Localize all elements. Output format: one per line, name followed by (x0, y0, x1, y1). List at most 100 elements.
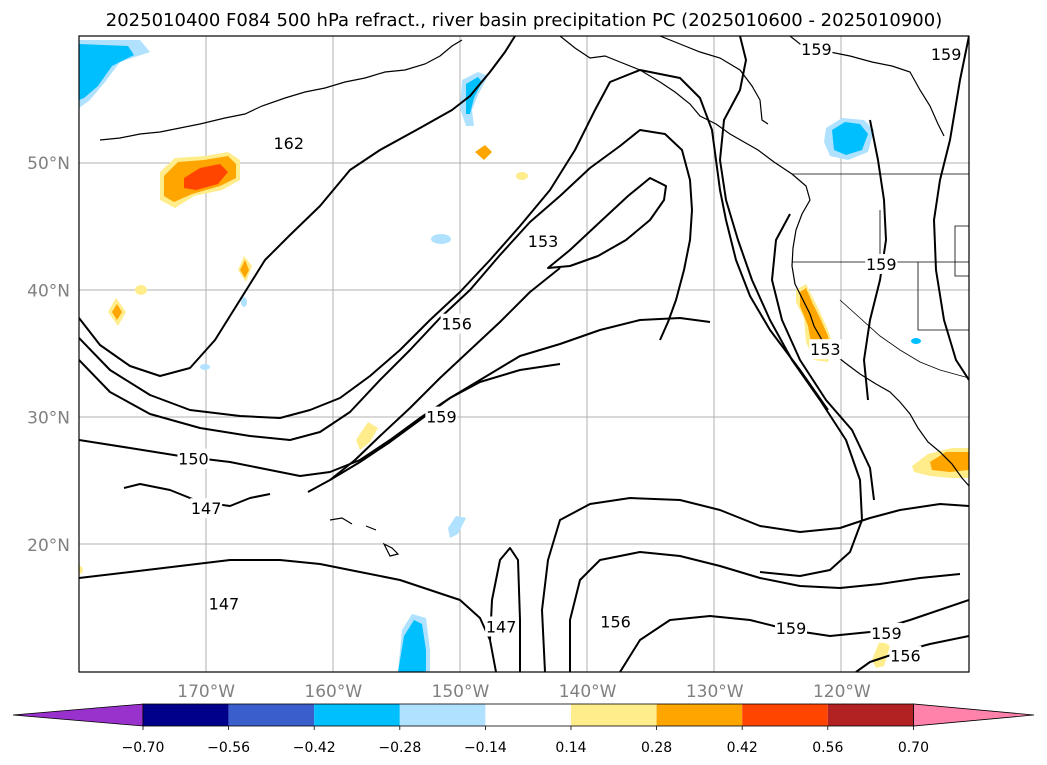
contour-147 (79, 559, 497, 672)
lon-tick-label: 170°W (177, 682, 235, 702)
colorbar: −0.70 −0.56 −0.42 −0.28 −0.14 0.14 0.28 0.42 0.5… (12, 703, 1035, 756)
contour-label-bg (599, 611, 632, 632)
contour-label: 147 (209, 595, 240, 614)
contour-label: 159 (776, 619, 807, 638)
colorbar-segment (656, 704, 743, 726)
lon-tick-label: 140°W (559, 682, 617, 702)
colorbar-extend-min (12, 703, 144, 727)
contour-label: 153 (528, 232, 559, 251)
colorbar-tick-label: 0.70 (898, 740, 929, 756)
map-panel: 162 153 156 159 150 147 147 147 156 159 159 156 153 1… (78, 35, 970, 673)
contour-label: 159 (931, 45, 962, 64)
contour-label: 147 (191, 499, 222, 518)
contour-147-trough (489, 547, 521, 672)
lat-tick-label: 50°N (27, 154, 70, 174)
shade-positive-region (184, 164, 228, 190)
contour-label: 156 (441, 315, 472, 334)
contour-label-bg (272, 133, 305, 154)
colorbar-segment (485, 704, 571, 726)
shade-positive-region (79, 566, 83, 574)
shade-positive-region (475, 145, 492, 160)
contour-156-south (541, 497, 969, 672)
shade-positive-region (135, 285, 147, 295)
shade-negative-region (431, 234, 451, 244)
contour-label: 162 (274, 134, 305, 153)
latitude-tick-labels: 50°N 40°N 30°N 20°N (27, 154, 70, 556)
contour-east-trough (719, 36, 863, 577)
contour-label-bg (889, 645, 922, 666)
shade-negative-region (398, 620, 426, 672)
shade-negative-region (241, 297, 247, 307)
lat-tick-label: 40°N (27, 281, 70, 301)
colorbar-tick-label: −0.56 (207, 740, 250, 756)
us-mexico-border (839, 299, 969, 379)
contour-162 (79, 36, 516, 377)
contour-label-bg (865, 253, 898, 274)
lat-tick-label: 30°N (27, 409, 70, 429)
contour-label-bg (440, 313, 473, 334)
colorbar-tick-label: 0.56 (812, 740, 843, 756)
alaska-coast-inner (659, 36, 769, 125)
shade-negative-region (448, 516, 466, 538)
contour-label: 150 (178, 450, 209, 469)
contour-label-bg (775, 617, 807, 638)
contour-159-far-east (933, 36, 969, 381)
lon-tick-label: 150°W (432, 682, 490, 702)
longitude-tick-labels: 170°W 160°W 150°W 140°W 130°W 120°W (177, 682, 871, 702)
colorbar-tick-label: 0.28 (641, 740, 672, 756)
contour-label: 156 (600, 612, 631, 631)
contour-label-bg (425, 406, 458, 427)
lon-tick-label: 120°W (813, 682, 871, 702)
shade-negative-region (200, 364, 210, 370)
colorbar-tick-label: 0.42 (727, 740, 758, 756)
hawaii-islands (329, 517, 400, 557)
contour-inner-156 (329, 267, 561, 481)
border-box (954, 225, 969, 277)
contour-inner-159 (307, 317, 711, 493)
colorbar-segment (399, 704, 486, 726)
colorbar-extend-max (913, 703, 1035, 727)
contour-label: 147 (486, 617, 517, 636)
contour-label: 159 (426, 408, 457, 427)
contour-label: 156 (890, 647, 921, 666)
lat-tick-label: 20°N (27, 536, 70, 556)
colorbar-segment (228, 704, 315, 726)
contour-label-bg (177, 448, 210, 469)
colorbar-segment (827, 704, 914, 726)
contour-153-ellipse (547, 177, 667, 269)
colorbar-tick-label: −0.70 (122, 740, 165, 756)
colorbar-tick-label: −0.42 (293, 740, 336, 756)
colorbar-tick-label: −0.28 (378, 740, 421, 756)
colorbar-segment (143, 704, 229, 726)
colorbar-tick-label: 0.14 (555, 740, 586, 756)
colorbar-segment (571, 704, 657, 726)
contour-label-bg (485, 616, 518, 637)
lon-tick-label: 130°W (686, 682, 744, 702)
colorbar-segment (314, 704, 400, 726)
colorbar-tick-label: −0.14 (464, 740, 507, 756)
contour-156 (79, 129, 693, 441)
shade-positive-region (356, 422, 378, 450)
contour-label: 159 (871, 624, 902, 643)
shade-negative-region (911, 338, 921, 344)
shade-negative-region (832, 122, 868, 155)
contour-coast-153 (771, 213, 875, 501)
shade-positive-region (112, 304, 122, 320)
contour-labels: 162 153 156 159 150 147 147 147 156 159 159 156 153 1… (177, 38, 963, 666)
contour-label-bg (870, 622, 903, 643)
contour-label-bg (930, 44, 963, 65)
contour-159-south (569, 551, 961, 672)
contour-label: 159 (801, 40, 832, 59)
shade-negative-region (79, 44, 134, 100)
map-frame (78, 35, 970, 673)
contour-159 (79, 69, 829, 419)
contour-label-bg (527, 231, 560, 252)
contour-label: 159 (866, 255, 897, 274)
colorbar-frame (142, 703, 914, 727)
colorbar-segment (742, 704, 828, 726)
shade-positive-region (240, 260, 249, 278)
contour-label-bg (809, 339, 842, 360)
shade-positive-region (516, 172, 528, 180)
contour-label: 153 (810, 340, 841, 359)
